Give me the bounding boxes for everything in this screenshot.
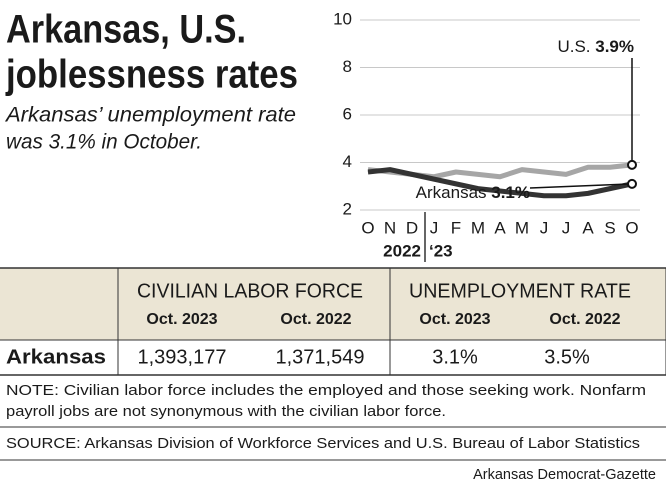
series-name: U.S. bbox=[557, 37, 595, 56]
cell: 1,393,177 bbox=[138, 346, 227, 368]
x-tick-label: D bbox=[406, 218, 418, 237]
leader bbox=[529, 183, 633, 189]
group-header: CIVILIAN LABOR FORCE bbox=[137, 280, 363, 302]
end-point bbox=[627, 159, 637, 170]
x-tick-label: F bbox=[451, 218, 461, 237]
note: payroll jobs are not synonymous with the… bbox=[6, 404, 446, 420]
series-label: U.S. 3.9% bbox=[557, 37, 634, 56]
column-header: Oct. 2023 bbox=[146, 311, 217, 328]
x-tick-label: J bbox=[562, 218, 571, 237]
column-header: Oct. 2022 bbox=[549, 311, 620, 328]
x-tick-label: M bbox=[471, 218, 485, 237]
title: joblessness rates bbox=[5, 53, 298, 97]
y-tick-label: 4 bbox=[343, 152, 352, 171]
subtitle: was 3.1% in October. bbox=[6, 131, 202, 154]
note: NOTE: Civilian labor force includes the … bbox=[6, 383, 646, 399]
x-tick-label: N bbox=[384, 218, 396, 237]
y-tick-label: 2 bbox=[343, 199, 352, 218]
x-tick-label: A bbox=[582, 218, 594, 237]
x-tick-label: M bbox=[515, 218, 529, 237]
column-header: Oct. 2023 bbox=[419, 311, 490, 328]
end-point bbox=[627, 178, 637, 189]
x-tick-label: J bbox=[430, 218, 439, 237]
y-tick-label: 8 bbox=[343, 57, 352, 76]
table-header-bg bbox=[0, 268, 666, 340]
series-end-value: 3.1% bbox=[491, 183, 530, 202]
x-tick-label: O bbox=[625, 218, 638, 237]
year-label: ‘23 bbox=[429, 241, 453, 260]
x-tick-label: S bbox=[604, 218, 615, 237]
series-label: Arkansas 3.1% bbox=[416, 183, 530, 202]
y-tick-label: 10 bbox=[333, 9, 352, 28]
credit: Arkansas Democrat-Gazette bbox=[473, 467, 656, 483]
year-label: 2022 bbox=[383, 241, 421, 260]
row-header: Arkansas bbox=[6, 346, 106, 368]
series-end-value: 3.9% bbox=[595, 37, 634, 56]
y-tick-label: 6 bbox=[343, 104, 352, 123]
x-tick-label: A bbox=[494, 218, 506, 237]
x-tick-label: O bbox=[361, 218, 374, 237]
column-header: Oct. 2022 bbox=[280, 311, 351, 328]
series-name: Arkansas bbox=[416, 183, 492, 202]
cell: 3.1% bbox=[432, 346, 478, 368]
series-line bbox=[367, 167, 633, 199]
subtitle: Arkansas’ unemployment rate bbox=[4, 104, 296, 127]
cell: 1,371,549 bbox=[276, 346, 365, 368]
title: Arkansas, U.S. bbox=[6, 8, 246, 52]
x-tick-label: J bbox=[540, 218, 549, 237]
source: SOURCE: Arkansas Division of Workforce S… bbox=[6, 436, 640, 452]
cell: 3.5% bbox=[544, 346, 590, 368]
group-header: UNEMPLOYMENT RATE bbox=[409, 280, 631, 302]
